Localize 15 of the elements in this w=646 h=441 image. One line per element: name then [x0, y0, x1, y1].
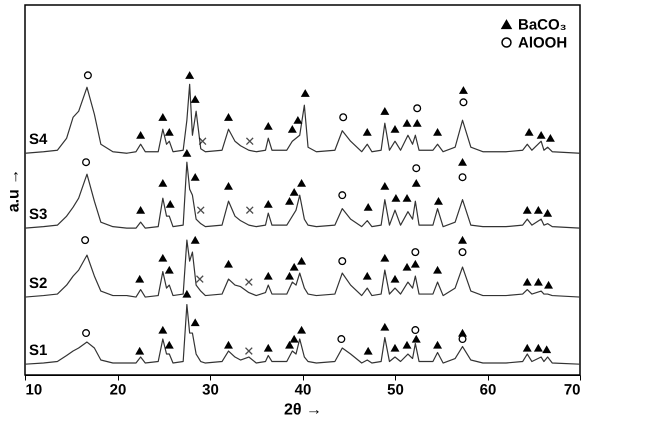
- x-tick-label: 70: [564, 382, 580, 398]
- x-tick-label: 60: [480, 382, 496, 398]
- x-tick-label: 20: [110, 382, 126, 398]
- x-tick-label: 30: [202, 382, 219, 398]
- series-label: S3: [29, 206, 48, 224]
- x-tick-label: 50: [387, 382, 404, 398]
- x-tick-label: 10: [26, 382, 42, 398]
- series-label: S1: [29, 342, 48, 360]
- x-tick-label: 40: [294, 382, 312, 398]
- x-axis-title: 2θ →: [284, 402, 322, 418]
- y-axis-title: a.u →: [6, 168, 22, 212]
- series-label: S2: [29, 275, 48, 292]
- legend-label: BaCO₃: [518, 16, 567, 34]
- legend-label: AlOOH: [518, 34, 568, 52]
- series-label: S4: [29, 131, 48, 148]
